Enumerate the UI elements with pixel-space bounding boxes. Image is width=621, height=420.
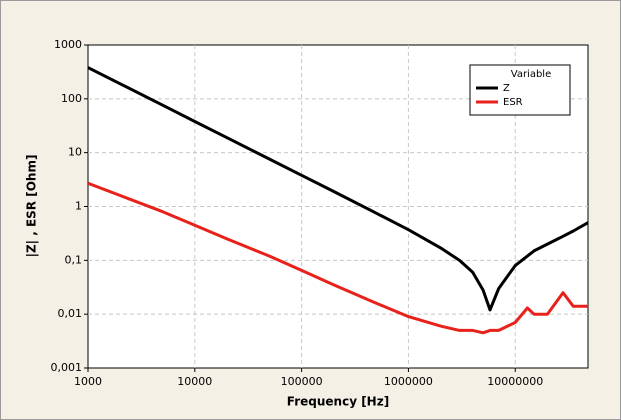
y-tick-label: 0,001 bbox=[51, 361, 83, 374]
legend-box bbox=[469, 64, 571, 116]
y-tick-label: 1000 bbox=[54, 38, 82, 51]
series-line bbox=[88, 181, 588, 335]
x-tick-label: 100000 bbox=[281, 375, 323, 388]
x-axis-label: Frequency [Hz] bbox=[287, 395, 389, 409]
x-tick-label: 10000 bbox=[177, 375, 212, 388]
legend: Variable Z ESR bbox=[469, 64, 571, 116]
legend-title: Variable bbox=[511, 69, 552, 80]
x-tick-label: 10000000 bbox=[487, 375, 543, 388]
y-tick-label: 1 bbox=[75, 200, 82, 213]
y-tick-label: 10 bbox=[68, 146, 82, 159]
y-tick-label: 100 bbox=[61, 92, 82, 105]
series-line bbox=[88, 66, 588, 312]
y-axis-label: |Z| , ESR [Ohm] bbox=[25, 155, 39, 258]
legend-label: Z bbox=[503, 83, 510, 94]
x-tick-label: 1000000 bbox=[384, 375, 433, 388]
x-tick-label: 1000 bbox=[74, 375, 102, 388]
legend-label: ESR bbox=[503, 97, 523, 108]
y-tick-label: 0,1 bbox=[65, 253, 83, 266]
y-tick-label: 0,01 bbox=[58, 307, 83, 320]
